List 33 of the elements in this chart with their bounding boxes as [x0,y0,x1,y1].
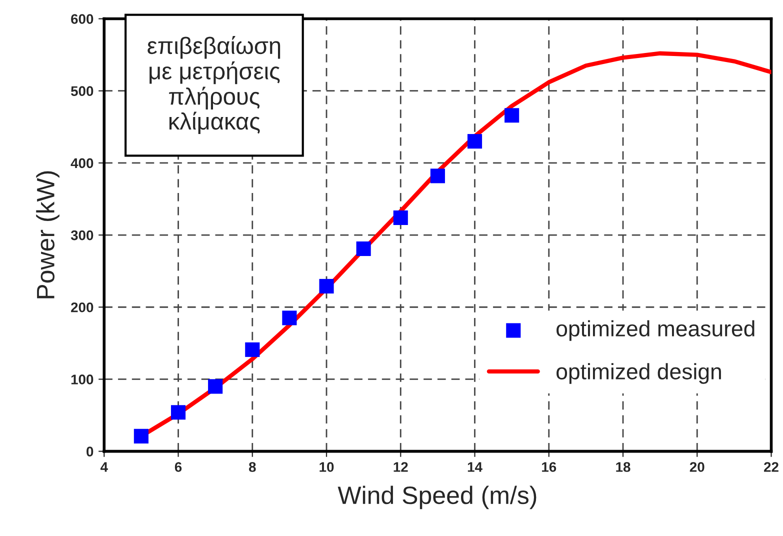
y-tick-label: 400 [70,158,94,168]
y-tick-label: 200 [71,302,94,312]
point [430,168,445,184]
y-axis-title: Power (kW) [36,171,60,298]
x-tick-label: 4 [100,462,108,472]
point [134,428,148,444]
x-tick-label: 6 [174,462,182,472]
x-tick-label: 22 [764,462,778,472]
point [282,310,297,326]
legend-label: optimized measured [556,320,754,341]
point [393,210,408,226]
annotation: επιβεβαίωση με μετρήσεις πλήρους κλίμακας [148,36,280,134]
point [319,278,334,294]
x-tick-label: 8 [248,462,256,472]
point [245,342,260,357]
point [504,108,520,123]
x-tick-label: 10 [320,462,334,472]
x-axis-title: Wind Speed (m/s) [338,486,536,510]
x-tick-label: 20 [690,462,704,472]
point [467,134,482,149]
point [170,405,186,420]
point [208,379,223,394]
x-tick-label: 12 [394,462,408,472]
x-tick-label: 14 [468,462,482,472]
y-tick-label: 600 [71,14,94,24]
y-tick-label: 300 [70,230,94,240]
x-tick-label: 16 [542,462,556,472]
y-tick-label: 100 [71,374,94,384]
y-tick-label: 500 [70,86,94,96]
point [356,241,371,256]
x-tick-label: 18 [616,462,630,472]
y-tick-label: 0 [86,446,94,456]
legend-label: optimized design [556,363,721,384]
